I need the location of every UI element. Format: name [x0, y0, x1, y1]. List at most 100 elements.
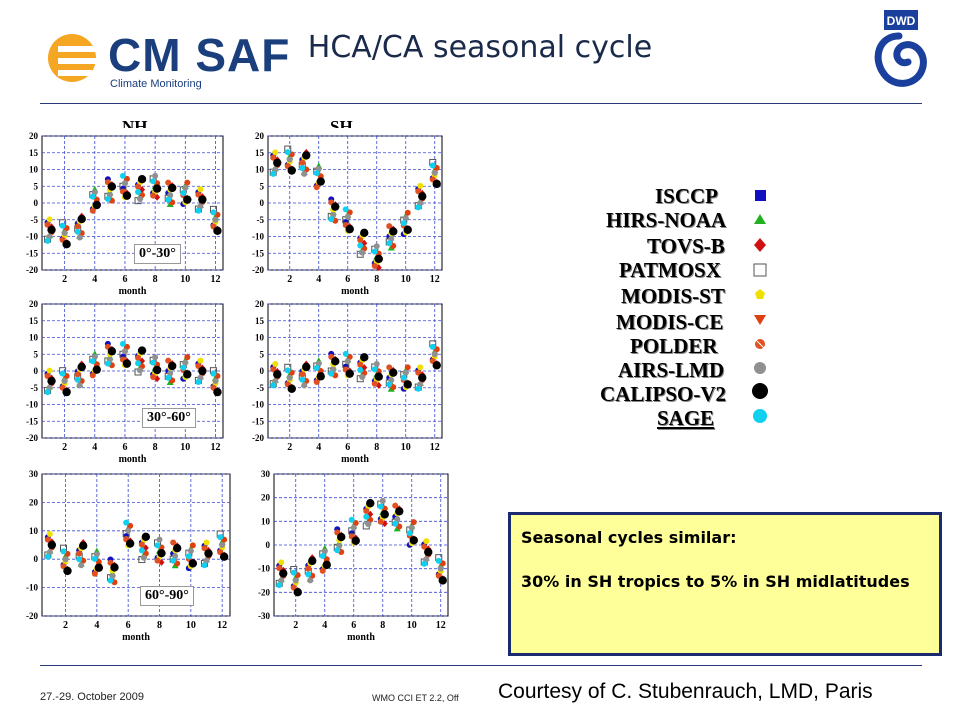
data-point [386, 240, 393, 247]
data-point [345, 224, 354, 234]
y-tick-label: 10 [255, 333, 265, 343]
y-tick-label: -15 [252, 248, 264, 258]
data-point [93, 551, 100, 558]
data-point [180, 364, 187, 371]
legend-label-airs-lmd: AIRS-LMD [618, 358, 725, 382]
data-point [152, 354, 159, 361]
x-tick-label: 2 [62, 442, 67, 453]
data-point [418, 192, 427, 201]
data-point [44, 536, 51, 543]
data-point [321, 548, 328, 555]
x-tick-label: 2 [63, 620, 68, 631]
data-point [78, 562, 85, 569]
data-point [107, 347, 117, 356]
data-point [363, 508, 370, 515]
data-point [371, 380, 378, 387]
y-tick-label: -20 [26, 433, 38, 443]
data-point [305, 565, 312, 572]
data-point [62, 240, 71, 249]
x-tick-label: 2 [62, 274, 67, 285]
y-tick-label: 20 [29, 131, 39, 141]
y-tick-label: -10 [252, 400, 264, 410]
x-tick-label: 12 [430, 274, 440, 285]
data-point [152, 365, 162, 375]
data-point [432, 179, 441, 189]
data-point [125, 539, 135, 548]
data-point [328, 216, 335, 223]
data-point [287, 166, 296, 175]
data-point [204, 549, 213, 558]
data-point [44, 553, 51, 560]
y-tick-label: 5 [34, 181, 39, 191]
data-point [154, 193, 161, 201]
data-point [302, 151, 311, 160]
y-tick-label: 20 [29, 299, 39, 309]
data-point [270, 382, 277, 389]
data-point [61, 378, 68, 385]
y-tick-label: -15 [26, 416, 38, 426]
x-tick-label: 8 [153, 274, 158, 285]
data-point [270, 170, 277, 177]
data-point [74, 371, 81, 378]
data-point [299, 376, 306, 383]
data-point [400, 220, 407, 227]
x-tick-label: 4 [92, 274, 97, 285]
data-point [400, 374, 407, 381]
open-square-symbol-icon [753, 263, 767, 277]
data-point [187, 548, 194, 555]
data-point [328, 370, 335, 377]
x-axis-label: month [341, 454, 369, 465]
data-point [331, 202, 340, 211]
x-tick-label: 6 [122, 274, 127, 285]
data-point [395, 507, 404, 516]
data-point [432, 361, 441, 370]
y-tick-label: 5 [260, 349, 265, 359]
data-point [47, 540, 57, 550]
data-point [61, 230, 68, 237]
data-point [435, 557, 442, 564]
data-point [165, 179, 172, 186]
data-point [77, 214, 86, 224]
note-line-2: 30% in SH tropics to 5% in SH midlatitud… [521, 572, 910, 591]
data-point [121, 348, 128, 355]
data-point [46, 367, 53, 374]
data-point [172, 543, 182, 553]
x-tick-label: 6 [345, 274, 350, 285]
band-label-30-60: 30°-60° [142, 408, 196, 428]
data-point [272, 360, 279, 367]
data-point [121, 180, 128, 187]
legend-label-hirs-noaa: HIRS-NOAA [606, 208, 727, 232]
data-point [301, 382, 308, 389]
data-point [195, 379, 202, 386]
data-point [152, 172, 159, 179]
square-symbol-icon [755, 190, 766, 201]
dwd-logo: DWD [864, 8, 934, 100]
data-point [357, 361, 364, 368]
data-point [183, 195, 192, 204]
data-point [89, 372, 96, 379]
data-point [292, 577, 299, 584]
data-point [302, 362, 311, 372]
y-tick-label: 20 [261, 493, 271, 503]
data-point [404, 364, 411, 371]
data-point [138, 541, 145, 548]
x-tick-label: 8 [374, 274, 379, 285]
data-point [308, 556, 317, 566]
data-point [59, 370, 66, 377]
x-tick-label: 10 [401, 442, 411, 453]
data-point [59, 222, 66, 229]
svg-text:DWD: DWD [887, 14, 916, 28]
data-point [344, 358, 351, 365]
data-point [377, 503, 384, 510]
data-point [44, 373, 51, 380]
x-axis-label: month [119, 286, 147, 297]
cm-saf-logo [44, 18, 264, 98]
footer-meeting: WMO CCI ET 2.2, Off [372, 693, 459, 703]
y-tick-label: -15 [26, 248, 38, 258]
data-point [359, 374, 366, 381]
cyan-circle-symbol-icon [753, 409, 767, 423]
y-tick-label: -20 [258, 587, 270, 597]
data-point [418, 373, 427, 382]
data-point [110, 563, 119, 572]
data-point [374, 372, 383, 381]
